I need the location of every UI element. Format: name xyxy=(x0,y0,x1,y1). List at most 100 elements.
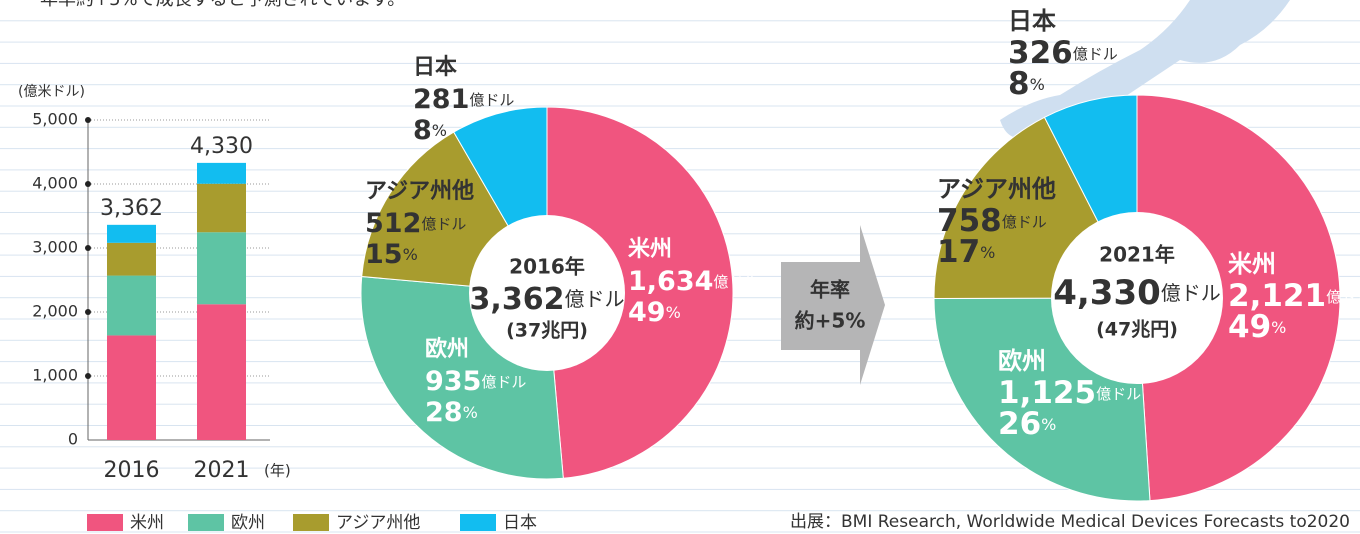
slice-value: 758億ドル xyxy=(937,203,1047,239)
slice-value: 935億ドル xyxy=(425,366,526,397)
value-unit: 億ドル xyxy=(1096,385,1141,403)
tick-dot xyxy=(85,245,91,251)
value-unit: 億ドル xyxy=(481,373,526,391)
percent-unit: % xyxy=(403,245,418,264)
value-number: 1,634 xyxy=(628,266,713,297)
percent-number: 49 xyxy=(1228,309,1271,345)
slice-name: 日本 xyxy=(1008,7,1056,35)
legend-label: 日本 xyxy=(503,513,537,533)
legend-swatch xyxy=(293,514,329,531)
percent-number: 8 xyxy=(413,115,432,146)
value-unit: 億ドル xyxy=(421,215,466,233)
slice-name: 日本 xyxy=(413,55,457,80)
center-total: 3,362億ドル xyxy=(470,282,625,317)
percent-number: 26 xyxy=(998,406,1041,442)
percent-unit: % xyxy=(432,121,447,140)
y-axis-label: (億米ドル) xyxy=(18,84,85,100)
arrow-text: 約+5% xyxy=(795,309,866,333)
y-tick-label: 1,000 xyxy=(32,366,78,385)
slice-percent: 26% xyxy=(998,406,1056,442)
donut-slice xyxy=(1136,94,1341,502)
percent-unit: % xyxy=(1041,415,1056,434)
slice-percent: 28% xyxy=(425,397,478,428)
percent-unit: % xyxy=(1030,75,1045,94)
bar-segment xyxy=(197,162,246,184)
legend-label: アジア州他 xyxy=(336,513,420,533)
value-number: 758 xyxy=(937,203,1002,239)
center-yen: (47兆円) xyxy=(1096,319,1178,341)
y-tick-label: 5,000 xyxy=(32,110,78,129)
bar-segment xyxy=(107,242,156,276)
slice-name: 米州 xyxy=(628,237,672,262)
percent-unit: % xyxy=(980,243,995,262)
slice-percent: 49% xyxy=(1228,309,1286,345)
percent-number: 8 xyxy=(1008,66,1030,102)
percent-unit: % xyxy=(666,303,681,322)
slice-percent: 49% xyxy=(628,297,681,328)
bar-segment xyxy=(197,232,246,305)
percent-number: 15 xyxy=(365,239,403,270)
source: 出展：BMI Research, Worldwide Medical Devic… xyxy=(790,512,1350,532)
slice-value: 281億ドル xyxy=(413,84,514,115)
legend-swatch xyxy=(87,514,123,531)
legend-label: 欧州 xyxy=(231,513,265,533)
legend-swatch xyxy=(460,514,496,531)
legend-label: 米州 xyxy=(130,513,164,533)
donut-hole xyxy=(469,215,625,371)
value-number: 935 xyxy=(425,366,481,397)
donut-hole xyxy=(1051,212,1223,384)
percent-number: 28 xyxy=(425,397,463,428)
y-tick-label: 3,000 xyxy=(32,238,78,257)
slice-percent: 15% xyxy=(365,239,418,270)
x-unit: (年) xyxy=(264,462,291,480)
percent-unit: % xyxy=(463,403,478,422)
center-title: 2021年 xyxy=(1099,243,1175,267)
tick-dot xyxy=(85,181,91,187)
donut-slice xyxy=(546,106,734,479)
bar-segment xyxy=(107,335,156,440)
center-total: 4,330億ドル xyxy=(1053,273,1221,313)
value-unit: 億ドル xyxy=(1002,213,1047,231)
slice-name: 欧州 xyxy=(998,347,1046,375)
value-unit: 億ドル xyxy=(1073,45,1118,63)
value-unit: 億ドル xyxy=(1326,288,1360,306)
bar-total-label: 3,362 xyxy=(100,196,163,221)
slice-percent: 8% xyxy=(1008,66,1045,102)
slice-name: アジア州他 xyxy=(365,179,474,204)
slice-percent: 17% xyxy=(937,234,995,270)
tick-dot xyxy=(85,117,91,123)
total-number: 4,330 xyxy=(1053,273,1161,313)
y-tick-label: 0 xyxy=(68,430,78,449)
bar-segment xyxy=(197,304,246,440)
value-unit: 億ドル xyxy=(713,273,758,291)
percent-number: 49 xyxy=(628,297,666,328)
slice-value: 326億ドル xyxy=(1008,35,1118,71)
center-yen: (37兆円) xyxy=(506,320,588,342)
value-unit: 億ドル xyxy=(469,91,514,109)
center-title: 2016年 xyxy=(509,255,585,279)
value-number: 281 xyxy=(413,84,469,115)
slice-value: 1,634億ドル xyxy=(628,266,758,297)
x-tick-label: 2021 xyxy=(194,458,250,483)
total-unit: 億ドル xyxy=(564,287,624,311)
value-number: 512 xyxy=(365,208,421,239)
intro-text: 年率約+5%で成長すると予測されています。 xyxy=(40,0,405,10)
total-number: 3,362 xyxy=(470,282,565,317)
tick-dot xyxy=(85,373,91,379)
legend-swatch xyxy=(188,514,224,531)
percent-number: 17 xyxy=(937,234,980,270)
bar-segment xyxy=(197,183,246,233)
y-tick-label: 2,000 xyxy=(32,302,78,321)
y-tick-label: 4,000 xyxy=(32,174,78,193)
bar-total-label: 4,330 xyxy=(190,134,253,159)
total-unit: 億ドル xyxy=(1161,281,1221,305)
slice-name: 欧州 xyxy=(425,336,469,362)
bar-segment xyxy=(107,224,156,243)
percent-unit: % xyxy=(1271,318,1286,337)
arrow-text: 年率 xyxy=(810,278,850,302)
slice-value: 512億ドル xyxy=(365,208,466,239)
value-number: 1,125 xyxy=(998,375,1096,411)
value-number: 2,121 xyxy=(1228,278,1326,314)
x-tick-label: 2016 xyxy=(104,458,160,483)
